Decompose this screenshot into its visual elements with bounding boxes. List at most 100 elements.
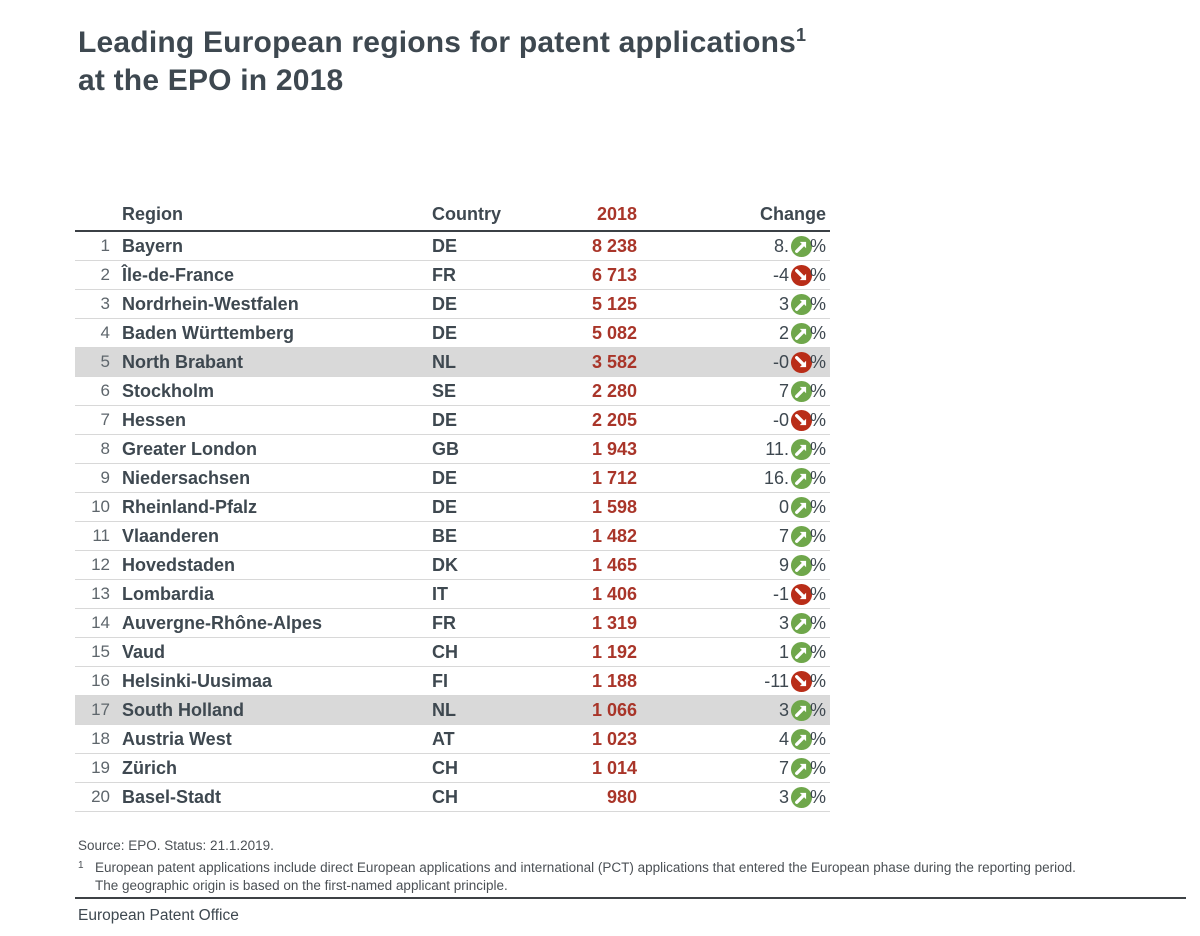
change-value: -0: [772, 351, 789, 372]
country-cell: GB: [432, 438, 459, 459]
table-row: 16 Helsinki-Uusimaa FI 1 188 -11 %: [75, 667, 830, 696]
change-up-icon: [790, 235, 813, 258]
change-up-icon: [790, 757, 813, 780]
table-row: 17 South Holland NL 1 066 3 %: [75, 696, 830, 725]
applications-cell: 6 713: [591, 264, 637, 285]
country-cell: DE: [432, 496, 458, 517]
percent-sign: %: [809, 786, 826, 807]
percent-sign: %: [809, 612, 826, 633]
country-cell: CH: [432, 641, 458, 662]
change-cell: -0 %: [637, 351, 830, 374]
table-row: 15 Vaud CH 1 192 1 %: [75, 638, 830, 667]
region-cell: Lombardia: [122, 583, 215, 604]
percent-sign: %: [809, 728, 826, 749]
change-cell: 1 %: [637, 641, 830, 664]
country-cell: SE: [432, 380, 457, 401]
percent-sign: %: [809, 380, 826, 401]
change-up-icon: [790, 728, 813, 751]
change-cell: 11. %: [637, 438, 830, 461]
table-row: 18 Austria West AT 1 023 4 %: [75, 725, 830, 754]
change-value: 9: [778, 554, 789, 575]
change-down-icon: [790, 583, 813, 606]
rank-cell: 19: [91, 758, 110, 777]
country-cell: NL: [432, 699, 456, 720]
change-down-icon: [790, 351, 813, 374]
table-row: 9 Niedersachsen DE 1 712 16. %: [75, 464, 830, 493]
change-cell: 7 %: [637, 757, 830, 780]
change-cell: 7 %: [637, 380, 830, 403]
change-value: 7: [778, 757, 789, 778]
change-cell: 2 %: [637, 322, 830, 345]
change-cell: 4 %: [637, 728, 830, 751]
column-header-country: Country: [432, 204, 501, 224]
column-header-2018: 2018: [596, 204, 637, 224]
country-cell: DE: [432, 293, 458, 314]
table-row: 1 Bayern DE 8 238 8. %: [75, 232, 830, 261]
percent-sign: %: [809, 757, 826, 778]
change-value: 8.: [773, 235, 789, 256]
change-value: 3: [778, 786, 789, 807]
change-cell: 9 %: [637, 554, 830, 577]
table-row: 11 Vlaanderen BE 1 482 7 %: [75, 522, 830, 551]
table-row: 10 Rheinland-Pfalz DE 1 598 0 %: [75, 493, 830, 522]
change-cell: -11 %: [637, 670, 830, 693]
table-row: 3 Nordrhein-Westfalen DE 5 125 3 %: [75, 290, 830, 319]
applications-cell: 1 598: [591, 496, 637, 517]
country-cell: DE: [432, 467, 458, 488]
change-value: -1: [772, 583, 789, 604]
applications-cell: 1 712: [591, 467, 637, 488]
percent-sign: %: [809, 235, 826, 256]
change-value: 3: [778, 699, 789, 720]
region-cell: Île-de-France: [122, 264, 235, 285]
region-cell: South Holland: [122, 699, 244, 720]
applications-cell: 1 943: [591, 438, 637, 459]
column-header-change: Change: [759, 204, 826, 224]
country-cell: FR: [432, 264, 456, 285]
percent-sign: %: [809, 554, 826, 575]
percent-sign: %: [809, 351, 826, 372]
table-body: 1 Bayern DE 8 238 8. % 2 Île-de-France F…: [75, 232, 830, 812]
change-down-icon: [790, 264, 813, 287]
change-cell: 3 %: [637, 612, 830, 635]
country-cell: CH: [432, 786, 458, 807]
change-value: 4: [778, 728, 789, 749]
change-value: 7: [778, 380, 789, 401]
footnote: 1 European patent applications include d…: [78, 859, 1200, 895]
change-up-icon: [790, 496, 813, 519]
applications-cell: 1 023: [591, 728, 637, 749]
country-cell: CH: [432, 757, 458, 778]
title-line1: Leading European regions for patent appl…: [78, 26, 797, 59]
country-cell: DE: [432, 322, 458, 343]
rank-cell: 13: [91, 584, 110, 603]
change-down-icon: [790, 409, 813, 432]
country-cell: NL: [432, 351, 456, 372]
table-row: 5 North Brabant NL 3 582 -0 %: [75, 348, 830, 377]
region-cell: Zürich: [122, 757, 178, 778]
rank-cell: 20: [91, 787, 110, 806]
rank-cell: 6: [100, 381, 110, 400]
region-cell: Rheinland-Pfalz: [122, 496, 258, 517]
percent-sign: %: [809, 525, 826, 546]
percent-sign: %: [809, 467, 826, 488]
country-cell: DE: [432, 235, 458, 256]
change-down-icon: [790, 670, 813, 693]
country-cell: DK: [432, 554, 458, 575]
table-row: 8 Greater London GB 1 943 11. %: [75, 435, 830, 464]
change-up-icon: [790, 612, 813, 635]
rank-cell: 3: [100, 294, 110, 313]
change-up-icon: [790, 293, 813, 316]
region-cell: Hessen: [122, 409, 187, 430]
table-row: 13 Lombardia IT 1 406 -1 %: [75, 580, 830, 609]
country-cell: DE: [432, 409, 458, 430]
table-row: 20 Basel-Stadt CH 980 3 %: [75, 783, 830, 812]
percent-sign: %: [809, 438, 826, 459]
applications-cell: 1 014: [591, 757, 637, 778]
change-cell: 3 %: [637, 699, 830, 722]
organization-name: European Patent Office: [78, 907, 239, 924]
region-cell: Helsinki-Uusimaa: [122, 670, 273, 691]
region-cell: Bayern: [122, 235, 184, 256]
change-value: 16.: [763, 467, 789, 488]
change-up-icon: [790, 438, 813, 461]
region-cell: Vlaanderen: [122, 525, 220, 546]
applications-cell: 1 066: [591, 699, 637, 720]
